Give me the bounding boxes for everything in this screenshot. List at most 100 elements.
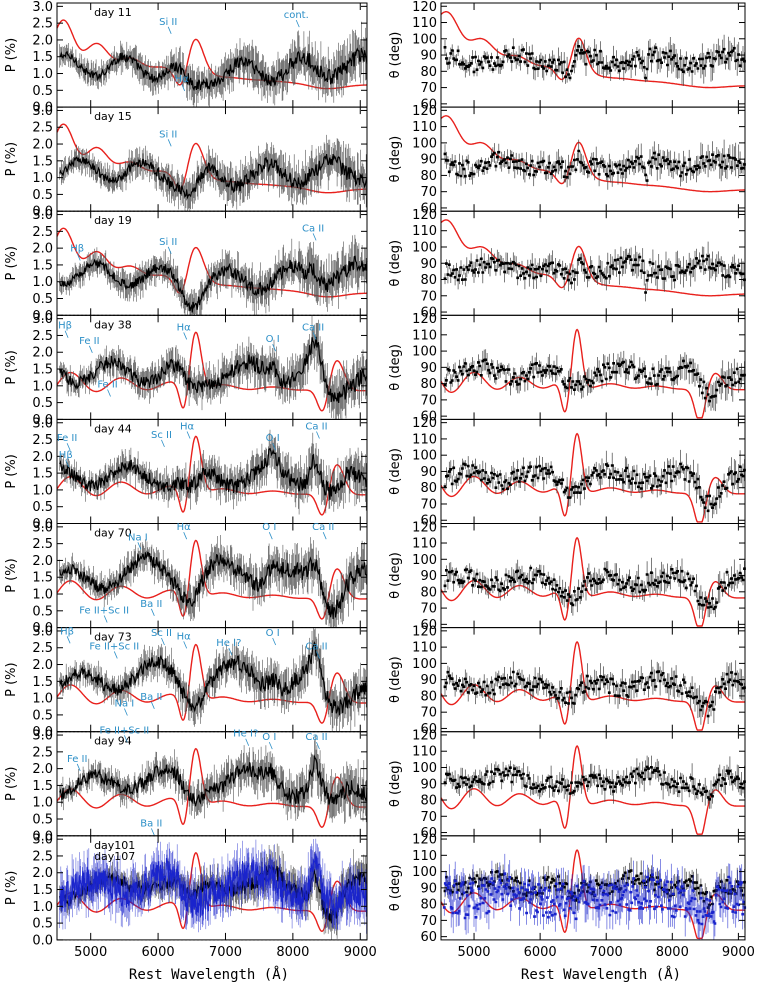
- x-axis-label-left: Rest Wavelength (Å): [129, 966, 289, 983]
- line-annotation: Fe II+Sc II: [79, 605, 129, 616]
- annotation-leader: [107, 389, 111, 397]
- annotation-leader: [103, 615, 108, 623]
- line-annotation: Hβ: [58, 321, 72, 332]
- data-curve: [59, 447, 368, 500]
- annotation-leader: [150, 828, 155, 836]
- line-annotation: Fe II: [79, 336, 99, 347]
- annotation-leader: [150, 701, 155, 709]
- day-label: day 44: [94, 422, 132, 435]
- y-axis-label: θ (deg): [388, 344, 403, 391]
- y-tick-label: 80: [420, 898, 437, 913]
- y-tick-label: 90: [420, 673, 437, 688]
- annotation-leader: [272, 637, 277, 646]
- y-axis-label: θ (deg): [388, 448, 403, 495]
- y-tick-label: 80: [420, 481, 437, 496]
- line-annotation: Hβ: [60, 626, 74, 637]
- y-tick-label: 60: [420, 722, 437, 737]
- y-tick-label: 1.0: [32, 275, 53, 290]
- annotation-leader: [66, 636, 71, 644]
- y-tick-label: 0.5: [32, 292, 53, 307]
- x-tick-label: 5000: [74, 945, 107, 960]
- y-axis-label: θ (deg): [388, 864, 403, 911]
- annotation-leader: [245, 738, 250, 746]
- annotation-leader: [113, 651, 118, 659]
- y-axis-label: θ (deg): [388, 240, 403, 287]
- y-tick-label: 3.0: [32, 729, 53, 744]
- y-axis-label: θ (deg): [388, 760, 403, 807]
- y-tick-label: 110: [412, 328, 437, 343]
- x-tick-label: 9000: [344, 945, 377, 960]
- line-annotation: He I?: [216, 638, 241, 649]
- annotation-leader: [272, 443, 277, 451]
- panel-frame: [440, 314, 746, 420]
- line-annotation: Ba II: [140, 692, 162, 703]
- model-curve: [56, 643, 367, 724]
- y-tick-label: 1.0: [32, 379, 53, 394]
- annotation-leader: [295, 19, 300, 28]
- y-tick-label: 100: [412, 553, 437, 568]
- y-tick-label: 70: [420, 810, 437, 825]
- y-tick-label: 90: [420, 881, 437, 896]
- y-axis-label: θ (deg): [388, 136, 403, 183]
- day-label: day 15: [94, 110, 132, 123]
- pol-panel-7: 0.0 0.51.0 1.5 2.0 2.5 3.0 P (%) day 73 Hβ Fe II+…: [4, 624, 368, 740]
- y-tick-label: 60: [420, 930, 437, 945]
- data-curve: [59, 641, 368, 716]
- model-curve: [440, 536, 745, 627]
- line-annotation: O I: [266, 334, 280, 345]
- line-annotation: Ca II: [305, 421, 327, 432]
- annotation-leader: [64, 330, 69, 338]
- y-tick-label: 90: [420, 257, 437, 272]
- y-tick-label: 0.0: [32, 621, 53, 636]
- y-tick-label: 0.5: [32, 708, 53, 723]
- y-tick-label: 110: [412, 745, 437, 760]
- y-tick-label: 60: [420, 306, 437, 321]
- line-annotation: O I: [262, 732, 276, 743]
- annotation-leader: [124, 735, 128, 743]
- x-tick-label: 6000: [142, 945, 175, 960]
- y-tick-label: 90: [420, 153, 437, 168]
- y-tick-label: 1.5: [32, 675, 53, 690]
- y-tick-label: 0.0: [32, 725, 53, 740]
- y-tick-label: 70: [420, 706, 437, 721]
- y-tick-label: 110: [412, 120, 437, 135]
- y-tick-label: 2.0: [32, 138, 53, 153]
- annotation-leader: [228, 647, 233, 656]
- annotation-leader: [183, 641, 188, 649]
- annotation-leader: [76, 253, 81, 261]
- line-annotation: Ba II: [140, 818, 162, 829]
- annotation-leader: [268, 532, 273, 540]
- data-curve: [59, 754, 368, 807]
- line-annotation: O I: [266, 628, 280, 639]
- y-tick-label: 120: [412, 208, 437, 223]
- annotation-leader: [316, 651, 320, 659]
- y-axis-label: P (%): [4, 142, 19, 176]
- y-tick-label: 90: [420, 361, 437, 376]
- pol-panel-4: 0.0 0.5 1.01.5 2.0 2.5 3.0 P (%) day 38 Hβ Fe II F…: [4, 312, 368, 428]
- line-annotation: Hα: [177, 322, 192, 333]
- y-tick-label: 2.0: [32, 762, 53, 777]
- annotation-leader: [183, 332, 188, 340]
- line-annotation: Si II: [159, 17, 177, 28]
- y-tick-label: 120: [412, 833, 437, 848]
- line-annotation: O I: [266, 433, 280, 444]
- y-tick-label: 1.0: [32, 483, 53, 498]
- line-annotation: Ca II: [312, 522, 334, 533]
- annotation-leader: [137, 542, 142, 550]
- y-tick-label: 3.0: [32, 0, 53, 15]
- annotation-leader: [268, 741, 273, 750]
- x-tick-label: 5000: [457, 945, 490, 960]
- y-axis-label: P (%): [4, 350, 19, 384]
- y-tick-label: 1.5: [32, 883, 53, 898]
- y-tick-label: 120: [412, 104, 437, 119]
- data-points: [443, 358, 746, 403]
- y-tick-label: 80: [420, 689, 437, 704]
- y-tick-label: 90: [420, 569, 437, 584]
- y-tick-label: 100: [412, 761, 437, 776]
- line-annotation: Hα: [175, 74, 190, 85]
